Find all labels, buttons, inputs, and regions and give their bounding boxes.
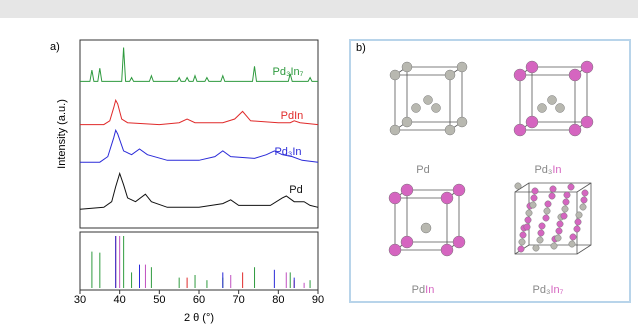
atom bbox=[551, 243, 557, 249]
atom bbox=[564, 192, 570, 198]
atom bbox=[570, 234, 576, 240]
label-part: Pd bbox=[416, 164, 429, 176]
label-part: Pd₃ bbox=[534, 164, 552, 176]
atom bbox=[543, 215, 549, 221]
series-label: Pd₃In₇ bbox=[273, 66, 304, 78]
atom bbox=[545, 201, 551, 207]
label-part: Pd₃ bbox=[533, 284, 551, 296]
label-part: In bbox=[425, 284, 434, 296]
atom bbox=[401, 236, 413, 248]
atom bbox=[514, 69, 526, 81]
atom bbox=[582, 190, 588, 196]
atom bbox=[432, 104, 441, 113]
atom bbox=[580, 204, 586, 210]
atom bbox=[574, 226, 580, 232]
structure-label: PdIn bbox=[412, 284, 435, 296]
atom bbox=[390, 70, 400, 80]
atom bbox=[556, 228, 562, 234]
atom bbox=[519, 239, 525, 245]
series-label: PdIn bbox=[281, 110, 304, 122]
label-part: In bbox=[552, 164, 561, 176]
atom bbox=[421, 223, 431, 233]
atom bbox=[544, 208, 550, 214]
atom bbox=[457, 62, 467, 72]
x-tick-label: 50 bbox=[153, 294, 165, 306]
atom bbox=[525, 217, 531, 223]
atom bbox=[555, 235, 561, 241]
atom bbox=[514, 124, 526, 136]
series-label: Pd₃In bbox=[274, 146, 301, 158]
cell-edge bbox=[577, 245, 591, 254]
structure-label: Pd bbox=[416, 164, 429, 176]
atom bbox=[569, 69, 581, 81]
atom bbox=[515, 183, 521, 189]
x-tick-label: 60 bbox=[193, 294, 205, 306]
atom bbox=[402, 62, 412, 72]
atom bbox=[581, 61, 593, 73]
atom bbox=[526, 210, 532, 216]
x-tick-label: 40 bbox=[114, 294, 126, 306]
atom bbox=[526, 61, 538, 73]
atom bbox=[445, 70, 455, 80]
atom bbox=[568, 184, 574, 190]
atom bbox=[581, 116, 593, 128]
atom bbox=[530, 202, 536, 208]
atom bbox=[390, 125, 400, 135]
atom bbox=[576, 212, 582, 218]
atom bbox=[401, 184, 413, 196]
atom bbox=[441, 192, 453, 204]
label-part: Pd bbox=[412, 284, 425, 296]
figure: a) Intensity (a.u.) 2 θ (°) b) PdPd₃InPd… bbox=[0, 0, 638, 327]
atom bbox=[556, 104, 565, 113]
atom bbox=[550, 186, 556, 192]
atom bbox=[557, 221, 563, 227]
x-tick-label: 80 bbox=[272, 294, 284, 306]
atom bbox=[445, 125, 455, 135]
atom bbox=[453, 184, 465, 196]
atom bbox=[562, 206, 568, 212]
x-tick-label: 70 bbox=[233, 294, 245, 306]
atom bbox=[518, 246, 524, 252]
atom bbox=[581, 197, 587, 203]
label-part: In₇ bbox=[550, 284, 563, 296]
panel-label: b) bbox=[356, 42, 366, 54]
atom bbox=[424, 96, 433, 105]
atom bbox=[453, 236, 465, 248]
atom bbox=[531, 195, 537, 201]
atom bbox=[389, 244, 401, 256]
atom bbox=[548, 96, 557, 105]
atom bbox=[569, 241, 575, 247]
atom bbox=[532, 188, 538, 194]
atom bbox=[457, 117, 467, 127]
panel-label: a) bbox=[50, 41, 60, 53]
x-tick-label: 90 bbox=[312, 294, 324, 306]
atom bbox=[412, 104, 421, 113]
atom bbox=[441, 244, 453, 256]
atom bbox=[539, 223, 545, 229]
atom bbox=[575, 219, 581, 225]
y-axis-label: Intensity (a.u.) bbox=[56, 99, 68, 169]
atom bbox=[563, 199, 569, 205]
structure-label: Pd₃In bbox=[534, 164, 561, 176]
x-tick-label: 30 bbox=[74, 294, 86, 306]
top-strip bbox=[0, 0, 638, 18]
x-axis-label: 2 θ (°) bbox=[184, 312, 214, 324]
atom bbox=[538, 230, 544, 236]
atom bbox=[538, 104, 547, 113]
pattern-line bbox=[80, 174, 318, 210]
series-label: Pd bbox=[289, 184, 302, 196]
structure-label: Pd₃In₇ bbox=[533, 284, 564, 296]
atom bbox=[569, 124, 581, 136]
atom bbox=[526, 116, 538, 128]
atom bbox=[524, 224, 530, 230]
atom bbox=[402, 117, 412, 127]
atom bbox=[537, 237, 543, 243]
atom bbox=[533, 245, 539, 251]
atom bbox=[549, 193, 555, 199]
atom bbox=[389, 192, 401, 204]
atom bbox=[561, 213, 567, 219]
atom bbox=[520, 232, 526, 238]
